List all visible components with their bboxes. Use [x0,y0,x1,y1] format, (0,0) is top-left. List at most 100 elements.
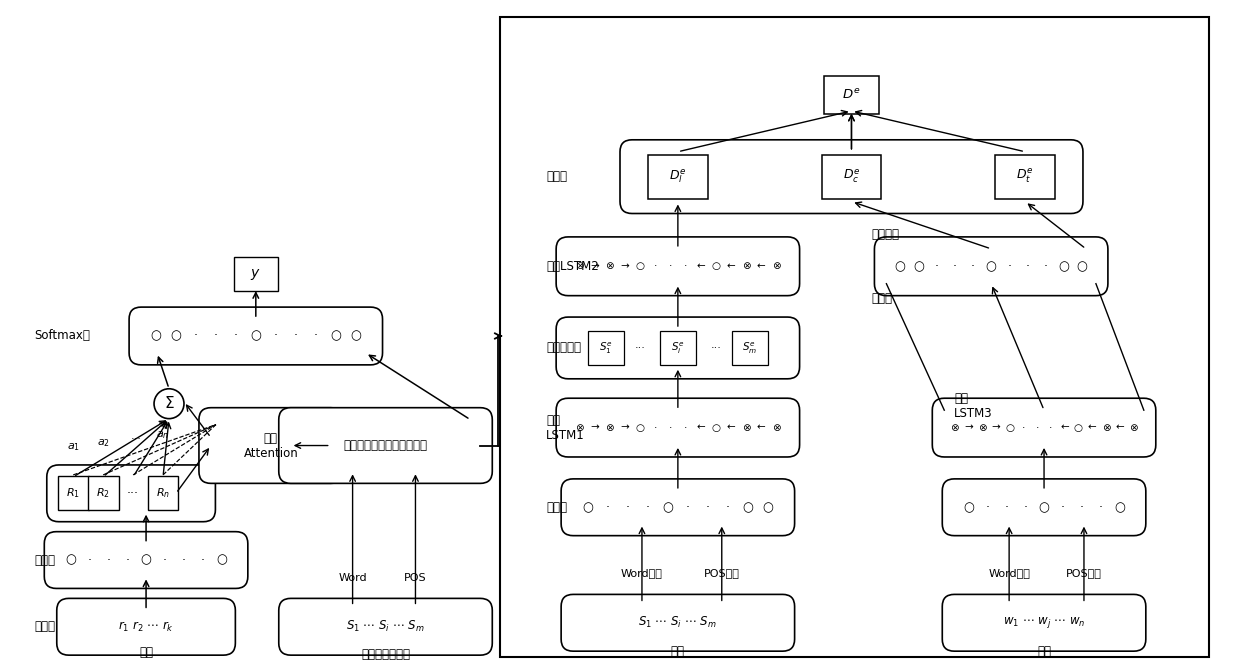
Text: ·: · [1035,423,1039,433]
FancyBboxPatch shape [996,155,1055,198]
FancyBboxPatch shape [88,476,119,510]
FancyBboxPatch shape [562,479,795,535]
Text: ·: · [683,423,687,433]
Text: Word索引: Word索引 [621,568,663,578]
Text: ⊗: ⊗ [1130,423,1138,433]
FancyBboxPatch shape [148,476,179,510]
FancyBboxPatch shape [45,531,248,589]
Text: 摘要和文章标题: 摘要和文章标题 [361,648,410,661]
FancyBboxPatch shape [942,595,1146,651]
Text: 最大池化: 最大池化 [872,228,899,241]
Text: ○: ○ [743,501,753,513]
Text: $D^e$: $D^e$ [842,88,861,102]
Text: $S_1\ \cdots\ S_i\ \cdots\ S_m$: $S_1\ \cdots\ S_i\ \cdots\ S_m$ [639,615,717,630]
FancyBboxPatch shape [47,465,216,521]
Text: ○: ○ [350,330,361,342]
Text: $D_c^e$: $D_c^e$ [843,168,861,185]
Text: ·: · [653,423,657,433]
Text: ·: · [234,330,238,342]
Text: ←: ← [756,261,765,271]
Text: ⊗: ⊗ [575,261,584,271]
Text: ○: ○ [662,501,673,513]
Text: ·: · [314,330,317,342]
Text: ·: · [1022,423,1025,433]
Text: ○: ○ [986,260,997,273]
Text: ·: · [606,501,610,513]
Text: ○: ○ [763,501,773,513]
Text: ⊗: ⊗ [978,423,987,433]
Text: ·: · [1049,423,1053,433]
Text: 嵌入层: 嵌入层 [35,553,56,567]
Text: ○: ○ [250,330,262,342]
Text: ·: · [653,261,657,271]
Text: 合并层: 合并层 [546,170,567,183]
Text: ○: ○ [1059,260,1069,273]
Text: ○: ○ [583,501,594,513]
Text: ·: · [1044,260,1048,273]
Text: ·: · [1080,501,1084,513]
Text: →: → [992,423,1001,433]
Text: ○: ○ [1006,423,1014,433]
Text: ·: · [1099,501,1102,513]
Text: →: → [590,423,599,433]
Text: ○: ○ [140,553,151,567]
Text: $a_2$: $a_2$ [97,438,109,450]
Text: $S_m^e$: $S_m^e$ [742,340,758,356]
FancyBboxPatch shape [279,598,492,655]
FancyBboxPatch shape [58,476,89,510]
Text: ···: ··· [126,487,139,500]
Text: 输入层: 输入层 [35,620,56,633]
Text: $a_1$: $a_1$ [67,442,79,454]
Text: $R_n$: $R_n$ [156,486,170,500]
FancyBboxPatch shape [874,237,1107,296]
Text: $w_1\ \cdots\ w_j\ \cdots\ w_n$: $w_1\ \cdots\ w_j\ \cdots\ w_n$ [1003,615,1085,630]
FancyBboxPatch shape [932,398,1156,457]
Text: ←: ← [696,261,706,271]
Text: ·: · [952,260,957,273]
FancyBboxPatch shape [822,155,882,198]
Text: ·: · [294,330,298,342]
Text: ·: · [668,423,672,433]
Text: 摘要: 摘要 [671,645,684,658]
Text: ○: ○ [894,260,905,273]
Text: POS索引: POS索引 [704,568,740,578]
Text: 双向
LSTM3: 双向 LSTM3 [955,392,993,420]
Text: Softmax层: Softmax层 [35,330,91,342]
Text: ←: ← [727,423,735,433]
Text: ○: ○ [150,330,161,342]
Text: ·: · [646,501,650,513]
Text: ⊗: ⊗ [605,423,614,433]
Text: ○: ○ [64,553,76,567]
Text: $S_i^e$: $S_i^e$ [671,340,684,356]
Text: ·: · [1004,501,1008,513]
FancyBboxPatch shape [557,317,800,379]
Text: ←: ← [727,261,735,271]
Text: ○: ○ [636,261,645,271]
Text: $S_1\ \cdots\ S_i\ \cdots\ S_m$: $S_1\ \cdots\ S_i\ \cdots\ S_m$ [346,619,425,634]
Text: ←: ← [756,423,765,433]
Text: ·: · [683,261,687,271]
Text: 双向LSTM2: 双向LSTM2 [546,260,599,273]
FancyBboxPatch shape [588,331,624,365]
Text: ○: ○ [1039,501,1049,513]
Text: 知识: 知识 [139,646,153,659]
Text: $S_1^e$: $S_1^e$ [599,340,613,356]
Text: →: → [620,423,629,433]
Text: $D_t^e$: $D_t^e$ [1017,168,1034,185]
FancyBboxPatch shape [562,595,795,651]
Text: ·: · [986,501,990,513]
Text: ·: · [668,261,672,271]
Text: ○: ○ [171,330,181,342]
Text: ○: ○ [636,423,645,433]
FancyBboxPatch shape [942,479,1146,535]
Text: ⊗: ⊗ [950,423,959,433]
Text: POS: POS [404,573,427,583]
Text: ·: · [971,260,975,273]
Text: ·: · [182,553,186,567]
Text: ·: · [626,501,630,513]
Text: ···: ··· [635,343,645,353]
Text: $y$: $y$ [250,267,262,282]
Text: ·: · [1023,501,1027,513]
FancyBboxPatch shape [732,331,768,365]
FancyBboxPatch shape [620,140,1083,214]
